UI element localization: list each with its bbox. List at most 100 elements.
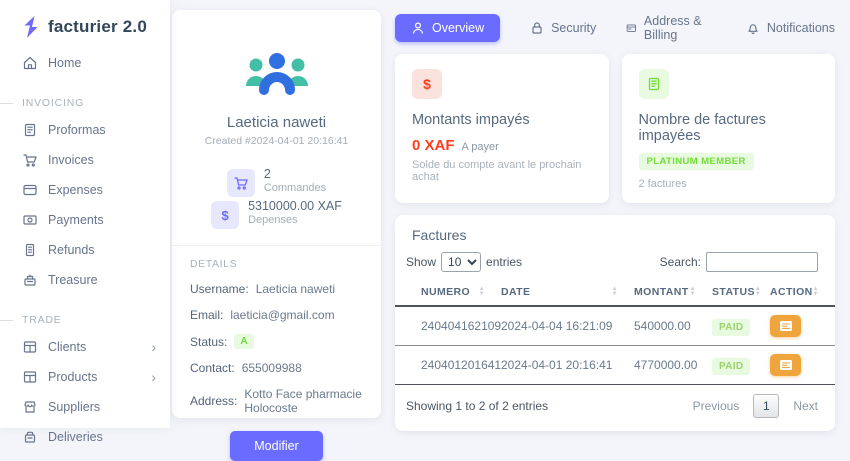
sidebar-item-deliveries[interactable]: Deliveries: [0, 422, 170, 452]
tab-notifications[interactable]: Notifications: [746, 21, 835, 35]
profile-created: Created #2024-04-01 20:16:41: [204, 135, 349, 147]
unpaid-amount-subtitle: Solde du compte avant le prochain achat: [412, 159, 582, 183]
lock-icon: [532, 22, 542, 34]
previous-page-button[interactable]: Previous: [692, 399, 740, 413]
cell-date: 2024-04-01 20:16:41: [501, 345, 634, 385]
sidebar-item-suppliers[interactable]: Suppliers: [0, 392, 170, 422]
column-header-date[interactable]: DATE ▲ ▼: [501, 279, 634, 307]
divider: [172, 245, 381, 246]
cell-montant: 4770000.00: [634, 345, 712, 385]
page-size-control: Show 10 entries: [406, 252, 522, 272]
section-label-invoicing: INVOICING: [0, 91, 170, 115]
stat-expenses-value: 5310000.00 XAF: [248, 199, 342, 213]
search-input[interactable]: [706, 252, 818, 272]
sidebar-item-refunds[interactable]: Refunds: [0, 235, 170, 265]
unpaid-amount-card: $ Montants impayés 0 XAF A payer Solde d…: [395, 54, 609, 203]
cell-montant: 540000.00: [634, 306, 712, 346]
cart-icon: [23, 154, 37, 167]
tab-address-billing[interactable]: Address & Billing: [626, 14, 716, 42]
unpaid-amount-suffix: A payer: [461, 141, 499, 153]
modify-button[interactable]: Modifier: [230, 431, 323, 461]
group-icon: [245, 51, 308, 95]
dollar-icon: $: [412, 69, 442, 99]
bolt-icon: [22, 16, 40, 38]
column-header-montant[interactable]: MONTANT ▲ ▼: [634, 279, 712, 307]
section-label-trade: TRADE: [0, 308, 170, 332]
view-invoice-button[interactable]: [770, 315, 801, 337]
view-invoice-button[interactable]: [770, 354, 801, 376]
stat-expenses: $ 5310000.00 XAF Depenses: [211, 199, 342, 229]
sidebar-item-expenses[interactable]: Expenses: [0, 175, 170, 205]
invoices-card: Factures Show 10 entries Search: NUMERO ▲…: [395, 215, 835, 431]
search-label: Search:: [659, 255, 701, 269]
cell-numero: 240401201641: [395, 345, 501, 385]
profile-name: Laeticia naweti: [226, 114, 327, 131]
brand-logo[interactable]: facturier 2.0: [0, 0, 170, 48]
invoice-icon: [779, 321, 792, 331]
invoice-icon: [779, 360, 792, 370]
current-page-button[interactable]: 1: [753, 394, 780, 418]
column-header-numero[interactable]: NUMERO ▲ ▼: [395, 279, 501, 307]
table-row: 240401201641 2024-04-01 20:16:41 4770000…: [395, 345, 835, 385]
sidebar: facturier 2.0 Home INVOICING Proformas I…: [0, 0, 170, 444]
table-row: 240404162109 2024-04-04 16:21:09 540000.…: [395, 306, 835, 346]
detail-status: Status: A: [172, 334, 381, 349]
credit-card-icon: [23, 184, 37, 196]
sort-icon: ▲ ▼: [812, 286, 819, 297]
sidebar-item-payments[interactable]: Payments: [0, 205, 170, 235]
profile-card: Laeticia naweti Created #2024-04-01 20:1…: [172, 10, 381, 461]
cell-status: PAID: [712, 345, 770, 385]
paid-badge: PAID: [712, 358, 751, 375]
column-header-status[interactable]: STATUS ▲ ▼: [712, 279, 770, 307]
detail-email: Email: laeticia@gmail.com: [190, 308, 335, 322]
unpaid-amount-title: Montants impayés: [412, 112, 530, 128]
tab-overview[interactable]: Overview: [395, 14, 501, 42]
table-icon: [23, 371, 37, 383]
entries-info: Showing 1 to 2 of 2 entries: [406, 399, 549, 413]
sidebar-item-treasure[interactable]: Treasure: [0, 265, 170, 295]
cell-numero: 240404162109: [395, 306, 501, 346]
next-page-button[interactable]: Next: [793, 399, 818, 413]
cash-register-icon: [24, 274, 36, 286]
sidebar-item-products[interactable]: Products ›: [0, 362, 170, 392]
main-content: Overview Security Address & Billing Noti…: [395, 13, 835, 431]
unpaid-count-subtitle: 2 factures: [638, 178, 687, 190]
cell-action: [770, 345, 835, 385]
sort-icon: ▲ ▼: [754, 286, 762, 297]
column-header-action[interactable]: ACTION ▲ ▼: [770, 279, 835, 307]
user-icon: [413, 22, 423, 34]
stat-orders-label: Commandes: [263, 182, 327, 194]
paid-badge: PAID: [712, 319, 751, 336]
stat-expenses-label: Depenses: [248, 214, 298, 226]
home-icon: [23, 56, 37, 70]
member-badge: PLATINUM MEMBER: [638, 153, 754, 170]
stat-orders: 2 Commandes: [226, 167, 327, 197]
cell-action: [770, 306, 835, 346]
dollar-icon: $: [211, 201, 240, 229]
stat-orders-value: 2: [263, 167, 271, 181]
sort-icon: ▲ ▼: [611, 286, 618, 297]
sort-icon: ▲ ▼: [689, 286, 696, 297]
page-size-select[interactable]: 10: [441, 252, 482, 272]
tab-security[interactable]: Security: [530, 21, 596, 35]
table-icon: [23, 341, 37, 353]
delivery-icon: [24, 431, 36, 443]
invoices-table: NUMERO ▲ ▼ DATE ▲ ▼ MONTANT ▲ ▼ STATUS ▲ ▼ ACTIO…: [395, 279, 835, 385]
details-title: DETAILS: [190, 258, 238, 270]
chevron-right-icon: ›: [151, 369, 156, 385]
sidebar-item-invoices[interactable]: Invoices: [0, 145, 170, 175]
unpaid-count-title: Nombre de factures impayées: [638, 112, 766, 144]
sidebar-item-proformas[interactable]: Proformas: [0, 115, 170, 145]
search-control: Search:: [660, 252, 818, 272]
sidebar-item-home[interactable]: Home: [0, 48, 170, 78]
chevron-right-icon: ›: [151, 339, 156, 355]
detail-username: Username: Laeticia naweti: [190, 282, 336, 296]
sort-icon: ▲ ▼: [478, 286, 485, 297]
invoices-title: Factures: [412, 227, 467, 243]
detail-address: Address: Kotto Face pharmacie Holocoste: [190, 387, 362, 415]
invoice-icon: [24, 123, 36, 137]
sidebar-item-clients[interactable]: Clients ›: [0, 332, 170, 362]
unpaid-count-card: Nombre de factures impayées PLATINUM MEM…: [621, 54, 835, 203]
cell-status: PAID: [712, 306, 770, 346]
brand-name: facturier 2.0: [48, 17, 147, 36]
